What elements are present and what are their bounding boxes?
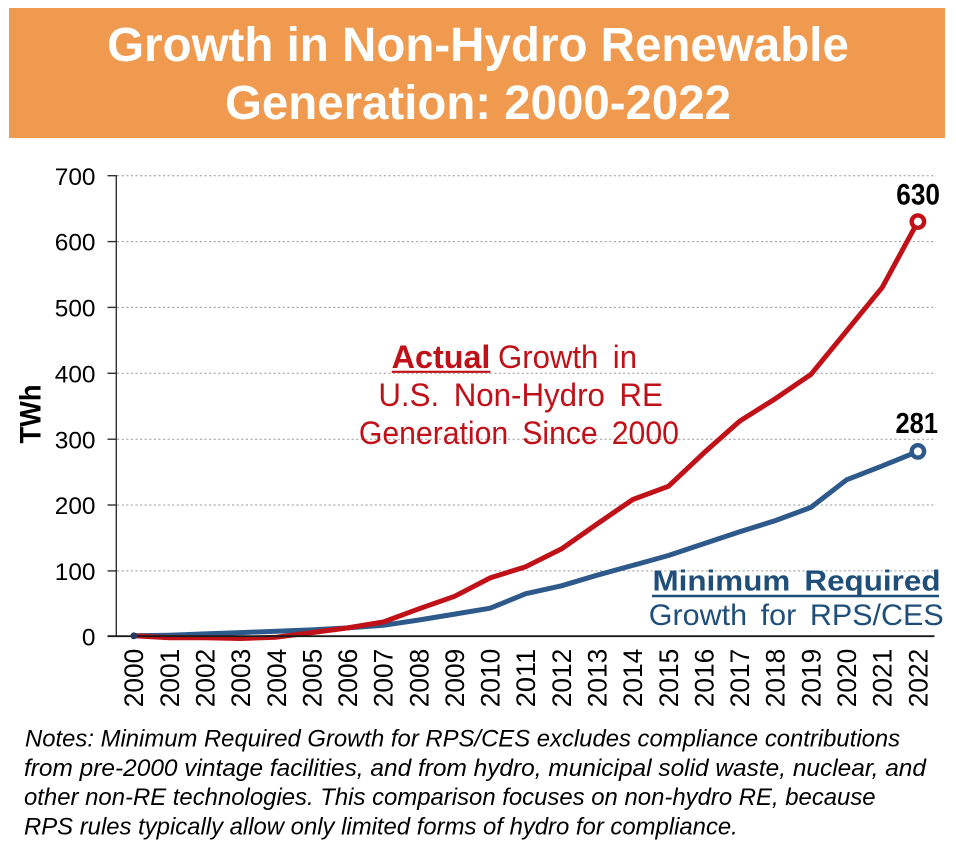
svg-text:2005: 2005 bbox=[297, 649, 327, 708]
svg-text:RPS rules typically allow only: RPS rules typically allow only limited f… bbox=[24, 815, 738, 841]
svg-text:Growth in Non-Hydro Renewable: Growth in Non-Hydro Renewable bbox=[107, 19, 849, 72]
svg-text:2001: 2001 bbox=[155, 649, 185, 708]
svg-text:2010: 2010 bbox=[476, 649, 506, 708]
svg-text:2021: 2021 bbox=[868, 649, 898, 708]
svg-text:2015: 2015 bbox=[654, 649, 684, 708]
svg-text:600: 600 bbox=[55, 230, 96, 257]
svg-text:TWh: TWh bbox=[15, 385, 48, 444]
svg-text:Notes: Minimum Required Growth: Notes: Minimum Required Growth for RPS/C… bbox=[25, 726, 900, 752]
svg-text:Growth for RPS/CES: Growth for RPS/CES bbox=[649, 599, 944, 632]
svg-text:U.S. Non-Hydro RE: U.S. Non-Hydro RE bbox=[378, 377, 663, 413]
svg-text:2008: 2008 bbox=[404, 649, 434, 708]
svg-text:2019: 2019 bbox=[796, 649, 826, 708]
svg-text:700: 700 bbox=[55, 164, 96, 191]
svg-text:2003: 2003 bbox=[226, 649, 256, 708]
svg-text:2007: 2007 bbox=[369, 649, 399, 708]
svg-text:2013: 2013 bbox=[583, 649, 613, 708]
svg-text:Generation Since 2000: Generation Since 2000 bbox=[359, 415, 679, 451]
svg-text:2014: 2014 bbox=[618, 649, 648, 708]
svg-text:2002: 2002 bbox=[191, 649, 221, 708]
svg-text:Minimum Required: Minimum Required bbox=[653, 566, 941, 598]
svg-text:0: 0 bbox=[82, 624, 96, 651]
svg-text:Growth in: Growth in bbox=[498, 339, 637, 375]
svg-text:2022: 2022 bbox=[903, 649, 933, 708]
svg-text:2016: 2016 bbox=[689, 649, 719, 708]
svg-text:2018: 2018 bbox=[761, 649, 791, 708]
svg-text:100: 100 bbox=[55, 559, 96, 586]
svg-text:200: 200 bbox=[55, 493, 96, 520]
svg-text:300: 300 bbox=[55, 427, 96, 454]
svg-text:500: 500 bbox=[55, 296, 96, 323]
svg-text:2009: 2009 bbox=[440, 649, 470, 708]
svg-text:2011: 2011 bbox=[511, 649, 541, 708]
svg-text:Actual: Actual bbox=[392, 339, 491, 375]
svg-text:Generation: 2000-2022: Generation: 2000-2022 bbox=[225, 77, 731, 130]
svg-text:400: 400 bbox=[55, 361, 96, 388]
svg-text:2020: 2020 bbox=[832, 649, 862, 708]
svg-text:281: 281 bbox=[896, 408, 939, 440]
svg-text:other non-RE technologies. Thi: other non-RE technologies. This comparis… bbox=[24, 785, 876, 811]
svg-text:from pre-2000 vintage faciliti: from pre-2000 vintage facilities, and fr… bbox=[24, 756, 927, 782]
svg-text:2006: 2006 bbox=[333, 649, 363, 708]
svg-text:630: 630 bbox=[896, 178, 940, 211]
svg-text:2012: 2012 bbox=[547, 649, 577, 708]
svg-text:2000: 2000 bbox=[119, 649, 149, 708]
svg-text:2017: 2017 bbox=[725, 649, 755, 708]
svg-text:2004: 2004 bbox=[262, 649, 292, 708]
